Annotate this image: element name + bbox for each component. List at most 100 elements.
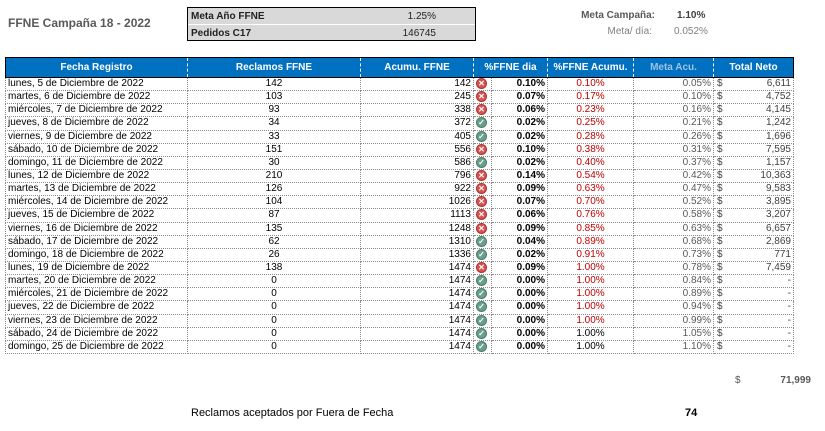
cell-acum: 1474	[360, 313, 474, 328]
cell-fecha: miércoles, 21 de Diciembre de 2022	[5, 287, 188, 302]
cell-pct-dia: 0.00%	[491, 339, 548, 354]
currency-symbol: $	[717, 209, 723, 221]
x-circle-icon: ✕	[476, 78, 487, 89]
cell-meta-acum: 0.26%	[633, 129, 714, 144]
total-neto-value: 1,157	[765, 156, 791, 168]
table-row: domingo, 11 de Diciembre de 2022 30 586 ✓ 0.…	[5, 155, 794, 170]
table-row: domingo, 25 de Diciembre de 2022 0 1474 ✓ 0.…	[5, 339, 794, 354]
cell-reclamos: 138	[187, 260, 361, 276]
cell-pct-acum: 1.00%	[547, 274, 634, 289]
cell-pct-dia: 0.09%	[491, 260, 548, 276]
total-neto-value: 7,459	[765, 262, 791, 274]
cell-pct-dia: 0.00%	[491, 287, 548, 302]
cell-meta-acum: 0.05%	[633, 76, 714, 92]
cell-pct-dia: 0.06%	[491, 103, 548, 118]
cell-pct-dia: 0.09%	[491, 182, 548, 197]
cell-status: ✕	[473, 168, 492, 184]
x-circle-icon: ✕	[476, 196, 487, 208]
cell-total-neto: $1,696	[713, 129, 794, 144]
cell-fecha: jueves, 22 de Diciembre de 2022	[5, 300, 188, 315]
ffne-table: Fecha Registro Reclamos FFNE Acumu. FFNE…	[5, 57, 794, 354]
cell-status: ✕	[473, 103, 492, 118]
cell-pct-dia: 0.10%	[491, 142, 548, 157]
cell-reclamos: 62	[187, 234, 361, 249]
table-row: lunes, 12 de Diciembre de 2022 210 796 ✕ 0.1…	[5, 168, 794, 184]
total-neto-value: -	[787, 340, 791, 352]
campaign-meta-label: Meta Campaña:	[581, 10, 655, 21]
currency-symbol: $	[717, 143, 723, 155]
currency-symbol: $	[717, 288, 723, 300]
cell-pct-dia: 0.09%	[491, 221, 548, 236]
currency-symbol: $	[717, 235, 723, 247]
col-meta-acum: Meta Acu.	[633, 57, 714, 78]
cell-total-neto: $ -	[713, 313, 794, 328]
cell-pct-dia: 0.00%	[491, 313, 548, 328]
cell-reclamos: 104	[187, 195, 361, 210]
cell-fecha: domingo, 11 de Diciembre de 2022	[5, 155, 188, 170]
grand-total: $ 71,999	[733, 375, 811, 386]
col-fecha: Fecha Registro	[5, 57, 188, 78]
col-reclamos: Reclamos FFNE	[187, 57, 361, 78]
cell-fecha: martes, 13 de Diciembre de 2022	[5, 182, 188, 197]
cell-acum: 1474	[360, 274, 474, 289]
cell-meta-acum: 0.99%	[633, 313, 714, 328]
cell-status: ✕	[473, 195, 492, 210]
cell-meta-acum: 0.68%	[633, 234, 714, 249]
x-circle-icon: ✕	[476, 209, 487, 221]
cell-status: ✓	[473, 287, 492, 302]
table-row: sábado, 24 de Diciembre de 2022 0 1474 ✓ 0.0…	[5, 326, 794, 341]
meta-row: Pedidos C17 146745	[188, 25, 475, 41]
grand-total-value: 71,999	[780, 375, 811, 386]
cell-reclamos: 103	[187, 90, 361, 105]
cell-meta-acum: 0.42%	[633, 168, 714, 184]
cell-meta-acum: 0.84%	[633, 274, 714, 289]
cell-status: ✕	[473, 221, 492, 236]
cell-pct-acum: 0.85%	[547, 221, 634, 236]
cell-fecha: lunes, 19 de Diciembre de 2022	[5, 260, 188, 276]
check-circle-icon: ✓	[476, 288, 487, 300]
cell-total-neto: $4,145	[713, 103, 794, 118]
currency-symbol: $	[717, 170, 723, 182]
cell-status: ✓	[473, 313, 492, 328]
cell-total-neto: $ -	[713, 274, 794, 289]
table-row: domingo, 18 de Diciembre de 2022 26 1336 ✓ 0…	[5, 247, 794, 262]
currency-symbol: $	[717, 248, 723, 260]
cell-acum: 1248	[360, 221, 474, 236]
cell-acum: 142	[360, 76, 474, 92]
cell-status: ✓	[473, 300, 492, 315]
cell-reclamos: 93	[187, 103, 361, 118]
cell-pct-dia: 0.14%	[491, 168, 548, 184]
currency-symbol: $	[717, 156, 723, 168]
cell-status: ✓	[473, 234, 492, 249]
total-neto-value: 10,363	[760, 170, 791, 182]
cell-acum: 1474	[360, 339, 474, 354]
cell-status: ✕	[473, 260, 492, 276]
cell-acum: 1474	[360, 287, 474, 302]
cell-fecha: lunes, 12 de Diciembre de 2022	[5, 168, 188, 184]
cell-pct-acum: 1.00%	[547, 260, 634, 276]
cell-reclamos: 87	[187, 208, 361, 223]
total-neto-value: 9,583	[765, 183, 791, 195]
table-header-row: Fecha Registro Reclamos FFNE Acumu. FFNE…	[5, 57, 794, 78]
cell-total-neto: $3,895	[713, 195, 794, 210]
cell-reclamos: 30	[187, 155, 361, 170]
cell-pct-dia: 0.07%	[491, 90, 548, 105]
total-neto-value: 4,145	[765, 104, 791, 116]
cell-pct-acum: 0.89%	[547, 234, 634, 249]
total-neto-value: -	[787, 275, 791, 287]
meta-label: Pedidos C17	[191, 27, 252, 39]
x-circle-icon: ✕	[476, 170, 487, 181]
cell-fecha: jueves, 15 de Diciembre de 2022	[5, 208, 188, 223]
cell-pct-acum: 1.00%	[547, 313, 634, 328]
total-neto-value: 2,869	[765, 235, 791, 247]
cell-pct-dia: 0.00%	[491, 300, 548, 315]
x-circle-icon: ✕	[476, 104, 487, 116]
meta-row: Meta Año FFNE 1.25%	[188, 8, 475, 25]
x-circle-icon: ✕	[476, 223, 487, 234]
x-circle-icon: ✕	[476, 183, 487, 195]
currency-symbol: $	[717, 130, 723, 142]
cell-total-neto: $1,157	[713, 155, 794, 170]
cell-pct-acum: 0.54%	[547, 168, 634, 184]
currency-symbol: $	[717, 262, 723, 274]
check-circle-icon: ✓	[476, 131, 487, 142]
